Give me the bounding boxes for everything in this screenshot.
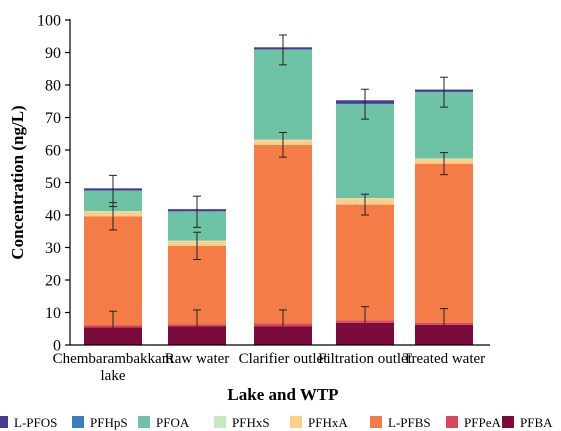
y-tick-label: 10 xyxy=(45,305,61,322)
y-tick-label: 30 xyxy=(45,240,61,257)
x-tick-label: Raw water xyxy=(165,351,230,367)
legend-swatch-l-pfos xyxy=(0,416,8,428)
bars-layer xyxy=(84,47,473,345)
legend-label: PFHxS xyxy=(232,415,270,430)
y-tick-label: 80 xyxy=(45,78,61,95)
bar-segment-pfba xyxy=(168,326,226,345)
legend-label: PFOA xyxy=(156,415,190,430)
legend-swatch-pfhxs xyxy=(214,416,226,428)
y-tick-label: 90 xyxy=(45,45,61,62)
x-tick-label: Clarifier outlet xyxy=(239,351,329,367)
legend-label: L-PFBS xyxy=(388,415,431,430)
legend-swatch-l-pfbs xyxy=(370,416,382,428)
x-tick-label: Chembarambakkam xyxy=(53,351,174,367)
x-tick-label: lake xyxy=(101,368,126,384)
y-tick-label: 60 xyxy=(45,143,61,160)
y-tick-label: 100 xyxy=(37,13,61,30)
bar-segment-pfba xyxy=(254,326,312,345)
legend-swatch-pfhps xyxy=(72,416,84,428)
bar-segment-l-pfbs xyxy=(415,163,473,323)
error-bars-layer xyxy=(109,34,448,328)
legend-label: PFHxA xyxy=(308,415,348,430)
bar-segment-l-pfbs xyxy=(84,216,142,326)
legend-label: PFBA xyxy=(520,415,553,430)
y-axis-ticks: 0 10 20 30 40 50 60 70 80 90 100 xyxy=(37,13,70,355)
legend-swatch-pfba xyxy=(502,416,514,428)
x-tick-label: Treated water xyxy=(403,351,485,367)
y-tick-label: 20 xyxy=(45,273,61,290)
legend-swatch-pfoa xyxy=(138,416,150,428)
x-tick-label: Filtration outlet xyxy=(318,351,413,367)
legend: L-PFOS PFHpS PFOA PFHxS PFHxA L-PFBS PFPeA PFBA xyxy=(0,415,553,430)
y-tick-label: 40 xyxy=(45,208,61,225)
y-tick-label: 70 xyxy=(45,110,61,127)
bar-segment-pfba xyxy=(336,322,394,345)
y-tick-label: 50 xyxy=(45,175,61,192)
bar-segment-pfba xyxy=(415,324,473,345)
bar-segment-l-pfbs xyxy=(254,144,312,324)
legend-label: L-PFOS xyxy=(14,415,57,430)
y-tick-label: 0 xyxy=(53,338,61,355)
y-axis-label: Concentration (ng/L) xyxy=(8,105,27,259)
legend-swatch-pfpea xyxy=(446,416,458,428)
legend-swatch-pfhxa xyxy=(290,416,302,428)
bar-segment-l-pfbs xyxy=(336,204,394,321)
x-axis-label: Lake and WTP xyxy=(227,385,338,404)
legend-label: PFPeA xyxy=(464,415,501,430)
bar-segment-pfba xyxy=(84,327,142,345)
legend-label: PFHpS xyxy=(90,415,128,430)
bar-segment-pfoa xyxy=(336,104,394,199)
